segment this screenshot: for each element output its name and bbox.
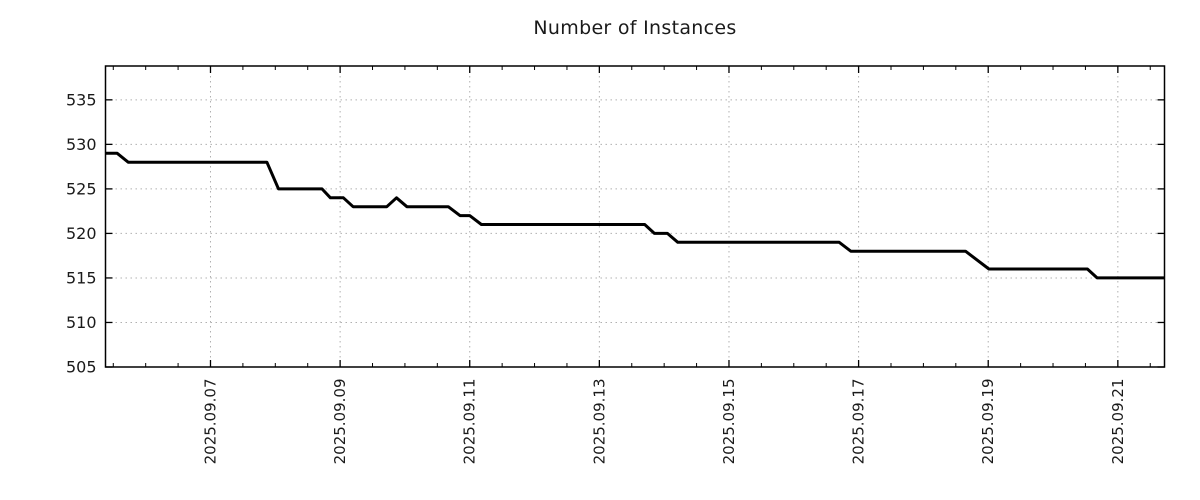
x-tick-label: 2025.09.09 (331, 379, 349, 465)
chart-title: Number of Instances (533, 17, 737, 39)
grid-layer (105, 66, 1165, 367)
y-tick-label: 510 (66, 313, 97, 332)
plot-border (104, 65, 1166, 368)
label-layer: 505 510 515 520 525 530 535 2025.09.07 2025.09.0… (66, 90, 1127, 464)
x-tick-label: 2025.09.11 (461, 379, 479, 465)
x-tick-label: 2025.09.13 (590, 379, 608, 465)
y-tick-label: 530 (66, 135, 97, 154)
x-tick-label: 2025.09.17 (850, 379, 868, 465)
tick-layer (105, 66, 1165, 368)
y-tick-label: 505 (66, 358, 97, 377)
x-tick-label: 2025.09.19 (979, 379, 997, 465)
y-tick-label: 515 (66, 268, 97, 287)
x-tick-label: 2025.09.21 (1109, 379, 1127, 465)
x-tick-label: 2025.09.07 (201, 379, 219, 465)
y-tick-label: 525 (66, 179, 97, 198)
series-layer (105, 151, 1165, 280)
series-line-instances (105, 151, 1165, 280)
y-tick-label: 535 (66, 90, 97, 109)
y-tick-label: 520 (66, 224, 97, 243)
x-tick-label: 2025.09.15 (720, 379, 738, 465)
